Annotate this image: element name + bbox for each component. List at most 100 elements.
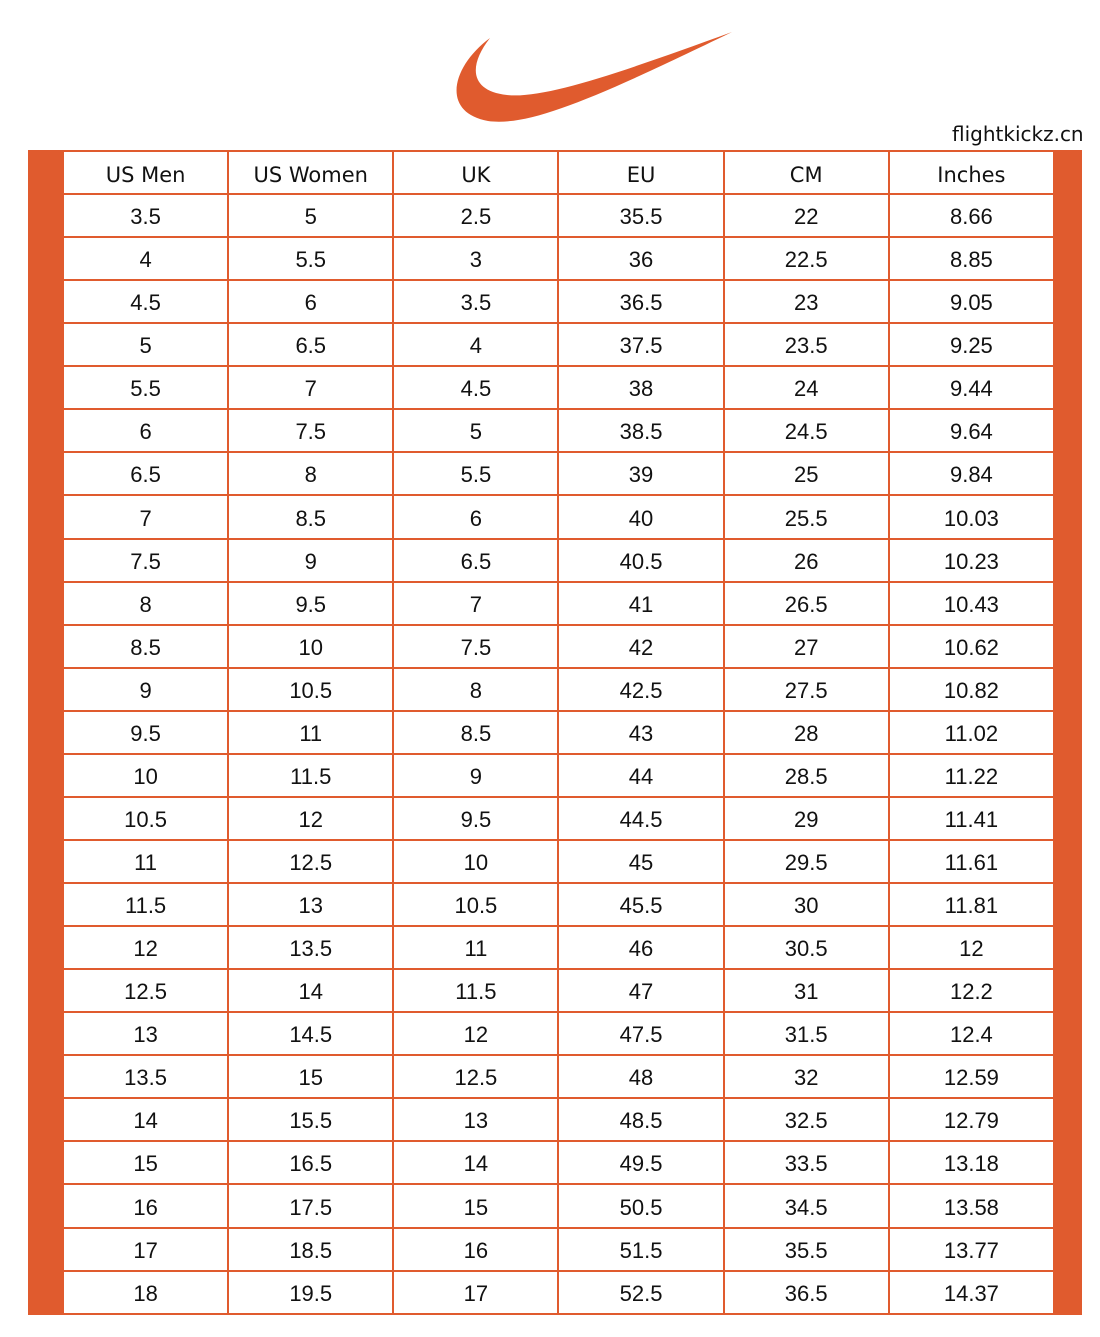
table-cell: 9.64	[887, 408, 1056, 454]
table-row: 16 17.5 15 50.5 34.5 13.58	[61, 1183, 1056, 1229]
table-cell: 6.5	[227, 322, 395, 368]
table-cell: 12.5	[61, 968, 230, 1014]
table-cell: 12.4	[887, 1011, 1056, 1057]
table-cell: 26.5	[722, 580, 890, 626]
table-row: 10 11.5 9 44 28.5 11.22	[61, 752, 1056, 798]
table-cell: 12	[61, 925, 230, 971]
table-row: 12 13.5 11 46 30.5 12	[61, 925, 1056, 971]
table-cell: 11.5	[392, 968, 560, 1014]
table-cell: 42	[557, 623, 725, 669]
table-row: 14 15.5 13 48.5 32.5 12.79	[61, 1097, 1056, 1143]
table-cell: 8.5	[61, 623, 230, 669]
table-cell: 7	[227, 365, 395, 411]
table-cell: 5.5	[392, 451, 560, 497]
table-cell: 11.5	[61, 881, 230, 928]
logo	[456, 32, 732, 122]
table-cell: 24	[722, 365, 890, 411]
table-cell: 12.2	[887, 968, 1056, 1014]
swoosh	[456, 32, 732, 122]
header-row: US Men US Women UK EU CM Inches	[61, 150, 1056, 195]
table-cell: 40.5	[557, 537, 725, 583]
table-cell: 10.62	[887, 623, 1056, 669]
table-cell: 10.23	[887, 537, 1056, 583]
watermark: flightkickz.cn	[952, 122, 1084, 146]
table-cell: 38	[557, 365, 725, 411]
table-cell: 6	[392, 494, 560, 540]
table-cell: 46	[557, 925, 725, 971]
table-cell: 14.37	[887, 1269, 1056, 1316]
table-cell: 30	[722, 881, 890, 928]
table-cell: 10.43	[887, 580, 1056, 626]
column-header: CM	[722, 150, 890, 195]
table-cell: 10.03	[887, 494, 1056, 540]
table-cell: 12.5	[392, 1054, 560, 1100]
table-cell: 19.5	[227, 1269, 395, 1316]
table-cell: 47	[557, 968, 725, 1014]
table-cell: 14	[227, 968, 395, 1014]
table-cell: 13.5	[227, 925, 395, 971]
table-cell: 9.05	[887, 279, 1056, 325]
table-cell: 4	[392, 322, 560, 368]
table-cell: 24.5	[722, 408, 890, 454]
table-cell: 35.5	[722, 1226, 890, 1272]
table-cell: 34.5	[722, 1183, 890, 1229]
table-cell: 11	[227, 709, 395, 755]
table-cell: 6	[61, 408, 230, 454]
table-cell: 12.79	[887, 1097, 1056, 1143]
table-row: 13 14.5 12 47.5 31.5 12.4	[61, 1011, 1056, 1057]
table-cell: 14	[392, 1140, 560, 1186]
table-cell: 10.5	[61, 795, 230, 841]
table-cell: 26	[722, 537, 890, 583]
size-table: US Men US Women UK EU CM Inches 3.5 5 2.5 35.5 22…	[61, 150, 1056, 1316]
table-cell: 8.5	[392, 709, 560, 755]
table-cell: 22.5	[722, 236, 890, 282]
table-cell: 6.5	[392, 537, 560, 583]
table-cell: 10.5	[227, 666, 395, 712]
table-cell: 8.66	[887, 192, 1056, 239]
table-cell: 14.5	[227, 1011, 395, 1057]
table-row: 17 18.5 16 51.5 35.5 13.77	[61, 1226, 1056, 1272]
table-cell: 45	[557, 838, 725, 885]
table-cell: 22	[722, 192, 890, 239]
table-cell: 40	[557, 494, 725, 540]
table-cell: 47.5	[557, 1011, 725, 1057]
table-cell: 15	[61, 1140, 230, 1186]
table-cell: 8	[392, 666, 560, 712]
table-cell: 4.5	[61, 279, 230, 325]
table-cell: 10	[392, 838, 560, 885]
table-cell: 5.5	[61, 365, 230, 411]
table-cell: 31.5	[722, 1011, 890, 1057]
table-row: 11 12.5 10 45 29.5 11.61	[61, 838, 1056, 885]
table-cell: 18	[61, 1269, 230, 1316]
table-cell: 11.81	[887, 881, 1056, 928]
table-row: 5 6.5 4 37.5 23.5 9.25	[61, 322, 1056, 368]
table-row: 6 7.5 5 38.5 24.5 9.64	[61, 408, 1056, 454]
table-cell: 13.77	[887, 1226, 1056, 1272]
table-cell: 5	[61, 322, 230, 368]
table-cell: 3.5	[61, 192, 230, 239]
table-cell: 29	[722, 795, 890, 841]
column-header: UK	[392, 150, 560, 195]
table-cell: 28.5	[722, 752, 890, 798]
table-cell: 32.5	[722, 1097, 890, 1143]
table-cell: 11	[392, 925, 560, 971]
table-row: 5.5 7 4.5 38 24 9.44	[61, 365, 1056, 411]
table-cell: 6.5	[61, 451, 230, 497]
table-row: 11.5 13 10.5 45.5 30 11.81	[61, 881, 1056, 928]
table-row: 10.5 12 9.5 44.5 29 11.41	[61, 795, 1056, 841]
table-cell: 3	[392, 236, 560, 282]
table-cell: 15	[392, 1183, 560, 1229]
table-cell: 32	[722, 1054, 890, 1100]
table-cell: 12	[227, 795, 395, 841]
table-cell: 48.5	[557, 1097, 725, 1143]
column-header: US Women	[227, 150, 395, 195]
table-cell: 17	[61, 1226, 230, 1272]
table-cell: 9	[227, 537, 395, 583]
side-bar	[28, 150, 62, 1315]
table-cell: 6	[227, 279, 395, 325]
table-row: 4.5 6 3.5 36.5 23 9.05	[61, 279, 1056, 325]
table-cell: 11	[61, 838, 230, 885]
table-cell: 9.84	[887, 451, 1056, 497]
table-cell: 4.5	[392, 365, 560, 411]
table-cell: 7.5	[392, 623, 560, 669]
